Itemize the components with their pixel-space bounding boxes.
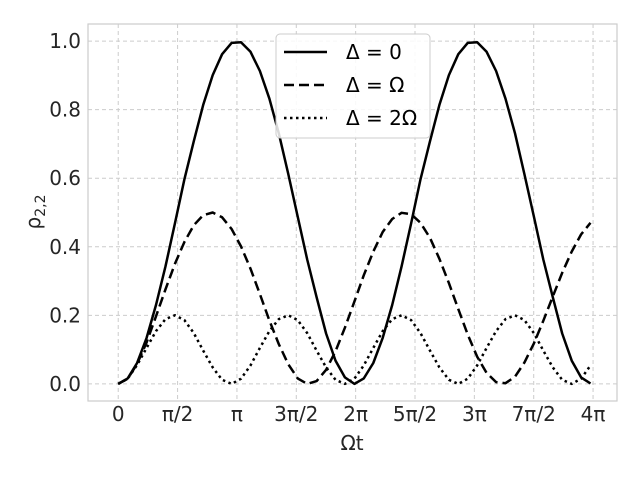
legend-label-1: Δ = 0 xyxy=(346,40,402,64)
y-tick-label: 0.2 xyxy=(49,303,81,327)
x-tick-label: 5π/2 xyxy=(393,402,437,426)
series-layer xyxy=(117,40,592,386)
legend-label-2: Δ = Ω xyxy=(346,73,404,97)
x-tick-label: 2π xyxy=(343,402,368,426)
plot-frame xyxy=(87,23,618,402)
y-axis-label: ρ2,2 xyxy=(21,195,49,230)
x-tick-label: π/2 xyxy=(162,402,194,426)
x-axis-label: Ωt xyxy=(340,431,363,455)
y-tick-label: 0.0 xyxy=(49,372,81,396)
y-tick-label: 0.4 xyxy=(49,235,81,259)
series-line-2 xyxy=(117,211,592,386)
x-tick-label: 0 xyxy=(112,402,125,426)
x-tick-labels: 0 π/2 π 3π/2 2π 5π/2 3π 7π/2 4π xyxy=(112,402,606,426)
y-tick-label: 1.0 xyxy=(49,29,81,53)
x-tick-label: 4π xyxy=(581,402,606,426)
legend-box xyxy=(275,33,431,139)
legend: Δ = 0 Δ = Ω Δ = 2Ω xyxy=(275,33,431,139)
x-tick-label: 7π/2 xyxy=(512,402,556,426)
series-line-1 xyxy=(117,40,592,386)
x-tick-label: 3π/2 xyxy=(274,402,318,426)
x-tick-label: 3π xyxy=(462,402,487,426)
y-tick-label: 0.6 xyxy=(49,166,81,190)
legend-label-3: Δ = 2Ω xyxy=(346,106,417,130)
x-tick-label: π xyxy=(231,402,243,426)
y-tick-label: 0.8 xyxy=(49,98,81,122)
y-tick-labels: 0.0 0.2 0.4 0.6 0.8 1.0 xyxy=(49,29,81,396)
